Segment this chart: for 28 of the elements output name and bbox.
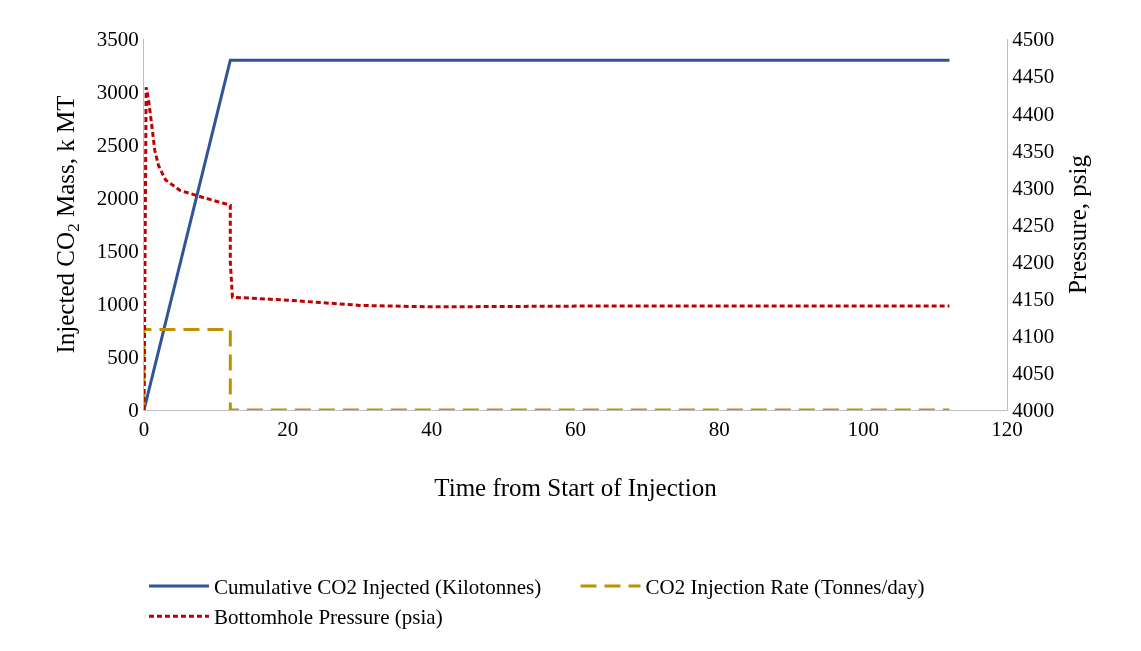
x-tick-label: 100 xyxy=(847,417,879,442)
y-tick-label: 1000 xyxy=(96,292,139,317)
x-tick-label: 40 xyxy=(421,417,443,442)
y2-tick-label: 4100 xyxy=(1012,324,1055,349)
y2-tick-label: 4450 xyxy=(1012,64,1055,89)
y-tick-label: 2000 xyxy=(96,186,139,211)
y2-tick-label: 4050 xyxy=(1012,361,1055,386)
x-tick-label: 20 xyxy=(277,417,299,442)
legend-label: Bottomhole Pressure (psia) xyxy=(214,605,443,630)
y2-axis-title: Pressure, psig xyxy=(1064,154,1092,294)
y-tick-label: 500 xyxy=(107,345,139,370)
y-tick-label: 3500 xyxy=(96,27,139,52)
x-tick-label: 80 xyxy=(708,417,730,442)
y2-tick-label: 4500 xyxy=(1012,27,1055,52)
y2-tick-label: 4350 xyxy=(1012,138,1055,163)
y-tick-label: 0 xyxy=(128,398,139,423)
x-tick-label: 60 xyxy=(565,417,586,442)
x-axis-title: Time from Start of Injection xyxy=(434,474,718,502)
y2-tick-label: 4200 xyxy=(1012,249,1055,274)
y2-tick-label: 4250 xyxy=(1012,212,1055,237)
y2-tick-label: 4150 xyxy=(1012,287,1055,312)
y-tick-label: 3000 xyxy=(96,80,139,105)
y2-tick-label: 4300 xyxy=(1012,175,1055,200)
legend-label: Cumulative CO2 Injected (Kilotonnes) xyxy=(214,575,542,600)
legend-label: CO2 Injection Rate (Tonnes/day) xyxy=(645,575,925,600)
y2-tick-label: 4400 xyxy=(1012,101,1055,126)
y-tick-label: 1500 xyxy=(96,239,139,264)
y-tick-label: 2500 xyxy=(96,133,139,158)
